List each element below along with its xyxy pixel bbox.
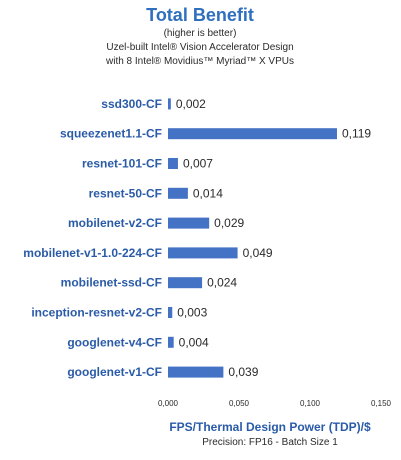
category-label: resnet-50-CF [89,186,162,200]
chart-title: Total Benefit [146,5,254,25]
value-label: 0,039 [228,365,258,379]
category-label: squeezenet1.1-CF [60,127,162,141]
category-label: googlenet-v1-CF [67,365,162,379]
x-tick-label: 0,150 [371,399,392,408]
value-label: 0,049 [243,246,273,260]
value-label: 0,004 [179,335,209,349]
value-label: 0,029 [214,216,244,230]
bar [168,366,224,378]
bar [168,158,178,169]
category-label: ssd300-CF [101,97,162,111]
value-label: 0,014 [193,186,223,200]
category-label: googlenet-v4-CF [67,335,162,349]
x-tick-label: 0,050 [229,399,250,408]
bar [168,128,337,140]
bar [168,217,210,229]
value-label: 0,024 [207,276,237,290]
x-tick-label: 0,100 [300,399,321,408]
x-tick-label: 0,000 [158,399,179,408]
category-label: mobilenet-ssd-CF [61,276,162,290]
category-label: mobilenet-v1-1.0-224-CF [23,246,162,260]
bar [168,98,171,110]
value-label: 0,002 [176,97,206,111]
bar [168,247,238,259]
x-axis-label: FPS/Thermal Design Power (TDP)/$ [169,420,371,434]
chart-subtitle-line-3: with 8 Intel® Movidius™ Myriad™ X VPUs [105,56,294,67]
bar [168,277,203,289]
chart-subtitle-line-1: (higher is better) [164,28,237,39]
value-label: 0,119 [342,127,371,141]
bar [168,187,188,199]
category-label: resnet-101-CF [82,157,162,171]
category-label: inception-resnet-v2-CF [31,306,162,320]
category-label: mobilenet-v2-CF [68,216,162,230]
value-label: 0,007 [183,157,213,171]
value-label: 0,003 [177,306,207,320]
plot-area: ssd300-CF 0,002 squeezenet1.1-CF 0,119 resne… [23,97,391,408]
bar [168,307,173,318]
precision-note: Precision: FP16 - Batch Size 1 [202,437,338,448]
chart-subtitle-line-2: Uzel-built Intel® Vision Accelerator Des… [106,42,293,53]
bar [168,336,174,348]
